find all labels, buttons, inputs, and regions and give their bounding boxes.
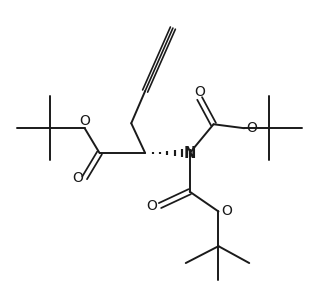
Text: O: O xyxy=(194,84,205,99)
Text: O: O xyxy=(72,171,83,185)
Text: O: O xyxy=(246,121,257,135)
Text: O: O xyxy=(147,199,157,213)
Text: O: O xyxy=(79,114,90,128)
Text: N: N xyxy=(184,145,196,161)
Text: O: O xyxy=(221,204,232,218)
